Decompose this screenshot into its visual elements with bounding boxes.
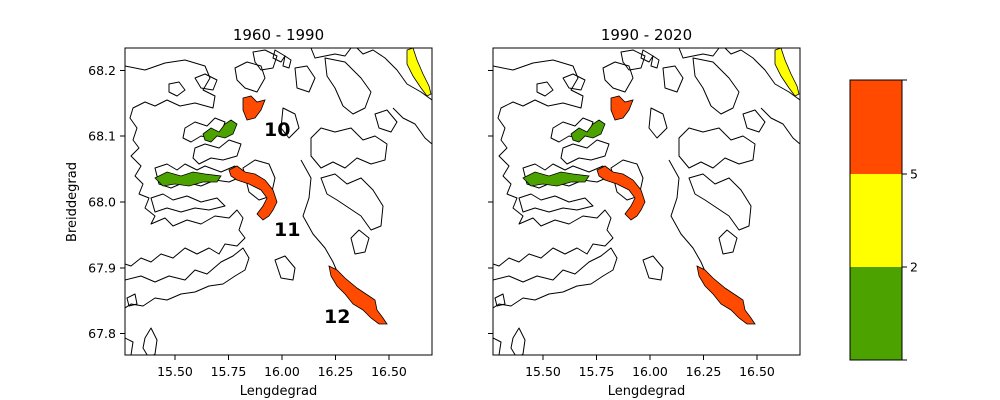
map-area (493, 48, 800, 355)
x-axis-label: Lengdegrad (608, 384, 686, 399)
colorbar-band-green (850, 267, 902, 360)
coastline-lines (125, 48, 432, 355)
map-area (125, 48, 432, 355)
region-label-11: 11 (274, 219, 300, 241)
region-label-12: 12 (324, 306, 350, 328)
plot-frame (124, 47, 433, 356)
x-tick-label: 16.25 (318, 364, 354, 379)
x-tick-label: 15.75 (211, 364, 247, 379)
y-tick-label: 68.0 (88, 195, 116, 210)
coastline-lines (493, 48, 800, 355)
colorbar: 5 2 (849, 79, 918, 361)
y-axis: 68.2 68.1 68.0 67.9 67.8 Breiddegrad (65, 63, 125, 341)
x-tick-label: 16.50 (371, 364, 407, 379)
x-axis: 15.50 15.75 16.00 16.25 16.50 Lengdegrad (157, 355, 407, 399)
y-tick-label: 68.2 (88, 63, 116, 78)
x-tick-label: 16.50 (739, 364, 775, 379)
panel-title: 1960 - 1990 (233, 26, 324, 44)
y-axis-ticks (488, 70, 493, 334)
colorbar-band-orange (850, 80, 902, 174)
x-tick-label: 15.75 (579, 364, 615, 379)
colorbar-tick-label: 2 (910, 260, 918, 275)
x-tick-label: 15.50 (157, 364, 193, 379)
panel-title: 1990 - 2020 (601, 26, 692, 44)
y-tick-label: 67.8 (88, 326, 116, 341)
x-tick-label: 16.00 (264, 364, 300, 379)
y-tick-label: 67.9 (88, 261, 116, 276)
region-label-10: 10 (264, 119, 290, 141)
colorbar-band-yellow (850, 174, 902, 267)
x-tick-label: 16.25 (686, 364, 722, 379)
colorbar-frame (849, 79, 903, 361)
colorbar-tick-label: 5 (910, 167, 918, 182)
x-tick-label: 15.50 (525, 364, 561, 379)
x-axis: 15.50 15.75 16.00 16.25 16.50 Lengdegrad (525, 355, 775, 399)
y-tick-label: 68.1 (88, 129, 116, 144)
map-panel-1990-2020: 1990 - 2020 15.50 15.75 16.00 16.25 16 (488, 26, 801, 399)
plot-frame (492, 47, 801, 356)
x-tick-label: 16.00 (632, 364, 668, 379)
y-axis-label: Breiddegrad (65, 162, 80, 242)
map-panel-1960-1990: 1960 - 1990 10 11 12 68.2 68.1 68.0 67.9… (65, 26, 433, 399)
x-axis-label: Lengdegrad (240, 384, 318, 399)
